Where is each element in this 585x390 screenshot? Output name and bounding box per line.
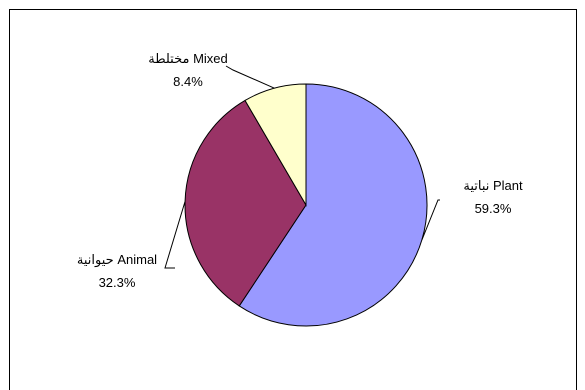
slice-label-animal: حيوانية Animal <box>77 252 157 268</box>
slice-value-label-plant: 59.3% <box>475 201 512 216</box>
pie-slice-mixed <box>244 83 307 207</box>
leader-line-plant <box>421 199 440 241</box>
slice-label-mixed: مختلطة Mixed <box>148 51 228 66</box>
leader-lines <box>164 65 440 269</box>
slice-labels: نباتية Plant 59.3% حيوانية Animal 32.3% مختل… <box>77 51 523 290</box>
slice-label-plant: نباتية Plant <box>463 178 523 193</box>
slice-value-label-mixed: 8.4% <box>173 74 203 89</box>
pie-chart: نباتية Plant 59.3% حيوانية Animal 32.3% مختل… <box>77 51 523 327</box>
slice-value-label-animal: 32.3% <box>99 275 136 290</box>
pie-slices <box>184 83 428 327</box>
pie-slice-animal <box>184 99 307 307</box>
leader-line-mixed <box>225 65 275 89</box>
leader-line-animal <box>164 201 186 269</box>
